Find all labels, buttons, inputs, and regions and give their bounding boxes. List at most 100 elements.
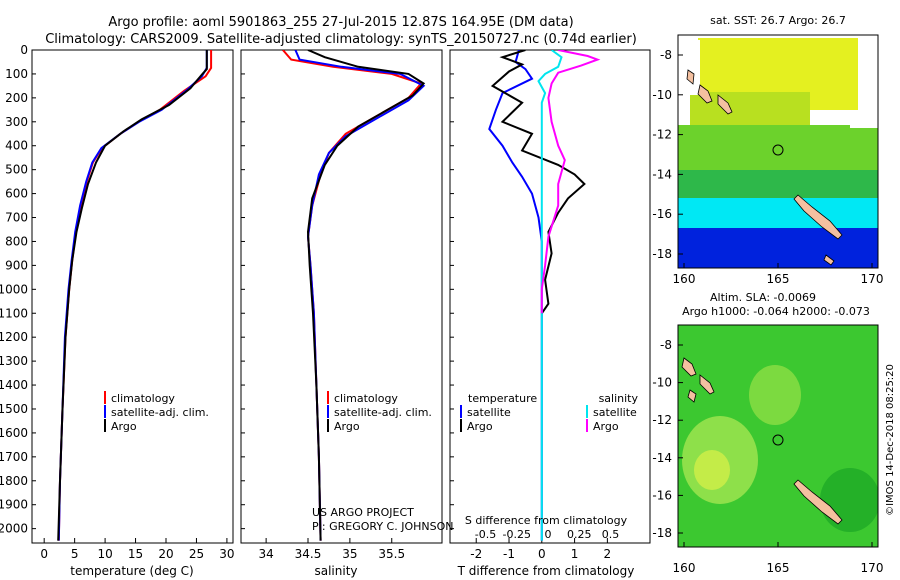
argo-position-marker <box>772 434 784 446</box>
x-tick-label-salinity: -0.25 <box>503 528 531 541</box>
sla-map <box>678 325 878 547</box>
sst-map <box>678 35 878 268</box>
x-tick-label: 34 <box>258 547 273 561</box>
x-tick-label: 5 <box>71 547 79 561</box>
map-x-tick-label: 165 <box>767 272 790 286</box>
x-tick-label-salinity: 0.25 <box>567 528 592 541</box>
map-y-tick-label: -18 <box>652 526 672 540</box>
y-tick-label: 1500 <box>0 402 28 416</box>
x-tick-label: 34.5 <box>295 547 322 561</box>
y-tick-label: 1700 <box>0 450 28 464</box>
salinity-axis-ticks: 34 34.5 35 35.5 <box>241 49 405 561</box>
y-tick-label: 1800 <box>0 474 28 488</box>
x-tick-label: -2 <box>470 547 482 561</box>
credit-project: US ARGO PROJECT <box>312 506 414 519</box>
y-tick-label: 700 <box>5 211 28 225</box>
temperature-axis-ticks: 0 5 10 15 20 25 30 <box>32 49 235 561</box>
series-line-climatology <box>282 50 423 541</box>
map-x-tick-label: 170 <box>861 561 884 575</box>
x-tick-label-salinity: 0.5 <box>602 528 620 541</box>
y-tick-label: 200 <box>5 91 28 105</box>
legend-label-satellite: satellite-adj. clim. <box>111 406 209 419</box>
series-line-satellite-adj-clim- <box>294 50 426 541</box>
credit-pi: PI: GREGORY C. JOHNSON <box>312 520 453 533</box>
difference-panel-frame <box>449 49 651 544</box>
map-y-tick-label: -14 <box>652 451 672 465</box>
y-tick-label: 1000 <box>0 282 28 296</box>
legend-label-argo: Argo <box>334 420 360 433</box>
difference-axis-ticks: -2 -1 0 1 2 -0.5 -0.25 0 0.25 0.5 <box>450 49 620 561</box>
x-tick-label: 1 <box>571 547 579 561</box>
series-line-argo <box>490 50 586 314</box>
legend-label-argo: Argo <box>111 420 137 433</box>
island-newcaledonia <box>793 194 843 266</box>
sst-map-title: sat. SST: 26.7 Argo: 26.7 <box>710 14 846 27</box>
island-newcaledonia <box>793 479 843 525</box>
salinity-legend: climatology satellite-adj. clim. Argo <box>327 391 432 433</box>
figure-title-line1: Argo profile: aoml 5901863_255 27-Jul-20… <box>108 15 573 30</box>
imos-watermark: ©IMOS 14-Dec-2018 08:25:20 <box>885 364 896 516</box>
temperature-series <box>57 50 213 541</box>
x-tick-label: 0 <box>538 547 546 561</box>
sst-field-gap <box>678 40 700 95</box>
legend-label-climatology: climatology <box>334 392 398 405</box>
salinity-series <box>282 50 426 541</box>
x-tick-label: 35 <box>342 547 357 561</box>
temperature-xlabel: temperature (deg C) <box>70 564 193 578</box>
legend-title-salinity: salinity <box>599 392 639 405</box>
map-y-tick-label: -12 <box>652 413 672 427</box>
sla-field-light <box>749 365 801 425</box>
temperature-legend: climatology satellite-adj. clim. Argo <box>104 391 209 433</box>
y-tick-label: 1300 <box>0 354 28 368</box>
y-tick-label: 900 <box>5 258 28 272</box>
map-y-tick-label: -8 <box>660 338 672 352</box>
map-y-tick-label: -18 <box>652 247 672 261</box>
map-x-tick-label: 165 <box>767 561 790 575</box>
x-tick-label: 2 <box>604 547 612 561</box>
map-y-tick-label: -16 <box>652 488 672 502</box>
map-x-tick-label: 160 <box>673 272 696 286</box>
argo-position-marker <box>772 144 784 156</box>
sst-field-cyan <box>678 198 878 232</box>
map-y-tick-label: -14 <box>652 167 672 181</box>
difference-series <box>488 50 601 541</box>
legend-label-climatology: climatology <box>111 392 175 405</box>
y-tick-label: 0 <box>20 43 28 57</box>
series-line-satellite-s- <box>537 50 563 541</box>
x-tick-label: 35.5 <box>378 547 405 561</box>
map-x-tick-label: 170 <box>861 272 884 286</box>
sst-field-green <box>678 170 878 202</box>
y-tick-label: 1200 <box>0 330 28 344</box>
legend-label-temp-satellite: satellite <box>467 406 511 419</box>
x-tick-label: 30 <box>219 547 234 561</box>
sla-map-title1: Altim. SLA: -0.0069 <box>710 291 816 304</box>
x-tick-label: 20 <box>158 547 173 561</box>
x-tick-label: 10 <box>97 547 112 561</box>
x-tick-label: 0 <box>40 547 48 561</box>
y-tick-label: 500 <box>5 163 28 177</box>
y-tick-label: 100 <box>5 67 28 81</box>
y-tick-label: 2000 <box>0 522 28 536</box>
series-line-satellite-adj-clim- <box>57 50 208 541</box>
x-tick-label-salinity: 0 <box>545 528 552 541</box>
y-tick-label: 1400 <box>0 378 28 392</box>
x-tick-label: -1 <box>503 547 515 561</box>
y-tick-label: 600 <box>5 187 28 201</box>
temperature-panel-frame <box>31 49 234 544</box>
legend-label-temp-argo: Argo <box>467 420 493 433</box>
sla-map-title2: Argo h1000: -0.064 h2000: -0.073 <box>682 305 870 318</box>
depth-axis-ticks: 0 100 200 300 400 500 600 700 800 900 1000 1100 1200… <box>0 43 28 536</box>
legend-title-temperature: temperature <box>468 392 537 405</box>
x-tick-label: 15 <box>128 547 143 561</box>
y-tick-label: 300 <box>5 115 28 129</box>
map-y-tick-label: -8 <box>660 48 672 62</box>
series-line-argo-s- <box>540 50 601 314</box>
map-y-tick-label: -12 <box>652 128 672 142</box>
island-vanuatu <box>681 357 715 403</box>
y-tick-label: 1600 <box>0 426 28 440</box>
sst-field-lightgreen <box>678 125 878 175</box>
legend-label-sal-satellite: satellite <box>593 406 637 419</box>
sla-field-bright <box>694 450 730 490</box>
difference-legend: temperature satellite Argo salinity sate… <box>460 392 639 433</box>
